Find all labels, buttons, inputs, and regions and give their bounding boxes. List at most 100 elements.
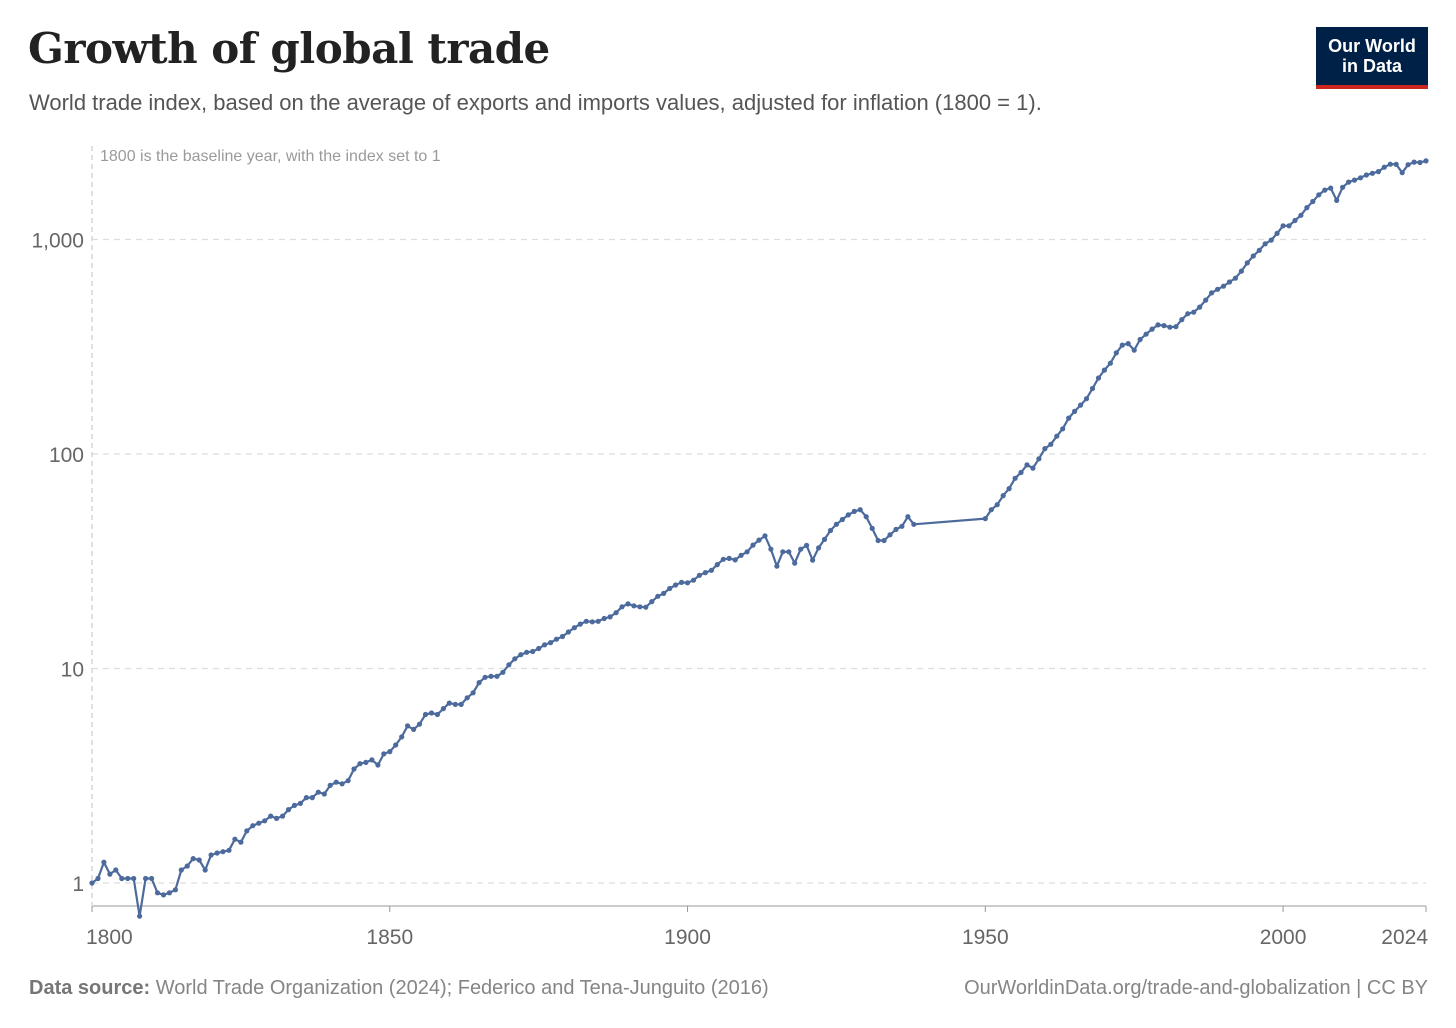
- data-point[interactable]: [982, 516, 988, 522]
- data-point[interactable]: [172, 887, 178, 893]
- data-point[interactable]: [506, 662, 512, 668]
- data-point[interactable]: [524, 649, 530, 655]
- data-point[interactable]: [1179, 317, 1185, 323]
- data-point[interactable]: [226, 847, 232, 853]
- data-point[interactable]: [202, 867, 208, 873]
- data-point[interactable]: [1060, 426, 1066, 432]
- data-point[interactable]: [1387, 161, 1393, 167]
- data-point[interactable]: [1417, 159, 1423, 166]
- data-point[interactable]: [1042, 446, 1048, 452]
- data-point[interactable]: [1316, 192, 1322, 198]
- data-point[interactable]: [363, 759, 369, 766]
- data-point[interactable]: [89, 880, 95, 886]
- data-point[interactable]: [1351, 177, 1358, 183]
- url-license-link[interactable]: OurWorldinData.org/trade-and-globalizati…: [964, 977, 1428, 999]
- data-point[interactable]: [1161, 323, 1167, 329]
- data-point[interactable]: [631, 603, 637, 609]
- data-point[interactable]: [1357, 175, 1364, 181]
- data-point[interactable]: [1095, 375, 1102, 381]
- data-point[interactable]: [101, 859, 107, 865]
- data-point[interactable]: [256, 820, 262, 826]
- data-point[interactable]: [869, 525, 875, 532]
- data-point[interactable]: [607, 614, 613, 620]
- data-point[interactable]: [440, 706, 446, 712]
- data-point[interactable]: [565, 629, 572, 635]
- data-point[interactable]: [315, 789, 321, 795]
- data-point[interactable]: [1393, 161, 1399, 167]
- data-point[interactable]: [1226, 279, 1233, 285]
- data-point[interactable]: [1286, 223, 1292, 229]
- owid-logo[interactable]: Our World in Data: [1316, 27, 1428, 89]
- data-point[interactable]: [732, 557, 738, 563]
- data-point[interactable]: [1250, 253, 1256, 259]
- data-point[interactable]: [589, 619, 595, 625]
- data-point[interactable]: [988, 507, 994, 513]
- data-point[interactable]: [1143, 331, 1149, 337]
- data-point[interactable]: [750, 542, 756, 548]
- data-point[interactable]: [297, 800, 303, 807]
- data-point[interactable]: [1298, 212, 1304, 218]
- data-point[interactable]: [160, 892, 167, 898]
- data-point[interactable]: [470, 690, 476, 696]
- data-point[interactable]: [1375, 169, 1381, 175]
- data-point[interactable]: [577, 621, 583, 627]
- data-point[interactable]: [220, 849, 226, 855]
- data-point[interactable]: [291, 802, 298, 809]
- data-point[interactable]: [601, 615, 607, 622]
- data-point[interactable]: [476, 680, 482, 686]
- data-point[interactable]: [238, 839, 244, 845]
- data-point[interactable]: [542, 642, 548, 648]
- data-point[interactable]: [381, 751, 387, 757]
- data-point[interactable]: [643, 604, 649, 610]
- data-point[interactable]: [1215, 286, 1221, 292]
- data-point[interactable]: [1244, 260, 1250, 266]
- data-point[interactable]: [1054, 433, 1060, 439]
- data-point[interactable]: [994, 502, 1000, 508]
- data-point[interactable]: [303, 795, 309, 801]
- data-point[interactable]: [792, 560, 798, 566]
- data-point[interactable]: [536, 645, 542, 652]
- data-point[interactable]: [1268, 237, 1274, 243]
- data-point[interactable]: [411, 726, 417, 733]
- data-point[interactable]: [1107, 360, 1113, 366]
- data-point[interactable]: [1209, 290, 1215, 296]
- series-world-trade-index[interactable]: [89, 158, 1429, 919]
- data-point[interactable]: [393, 742, 399, 748]
- data-point[interactable]: [446, 700, 452, 706]
- data-point[interactable]: [839, 516, 846, 523]
- data-point[interactable]: [726, 555, 732, 562]
- data-point[interactable]: [1232, 275, 1238, 281]
- data-point[interactable]: [488, 673, 494, 679]
- data-point[interactable]: [357, 761, 363, 767]
- data-point[interactable]: [321, 791, 327, 797]
- data-point[interactable]: [1304, 205, 1310, 211]
- data-point[interactable]: [399, 734, 405, 740]
- data-point[interactable]: [285, 807, 292, 813]
- data-point[interactable]: [184, 863, 190, 869]
- data-point[interactable]: [416, 721, 423, 727]
- data-point[interactable]: [857, 507, 863, 513]
- data-point[interactable]: [131, 875, 137, 882]
- data-point[interactable]: [613, 610, 619, 616]
- data-point[interactable]: [548, 640, 554, 646]
- data-point[interactable]: [1334, 197, 1340, 203]
- data-point[interactable]: [149, 875, 155, 882]
- data-point[interactable]: [1149, 326, 1155, 332]
- data-point[interactable]: [190, 856, 196, 862]
- data-point[interactable]: [571, 625, 578, 631]
- data-point[interactable]: [595, 618, 601, 624]
- data-point[interactable]: [887, 532, 893, 538]
- data-point[interactable]: [1346, 179, 1352, 185]
- data-point[interactable]: [762, 533, 768, 539]
- data-point[interactable]: [881, 537, 887, 544]
- data-point[interactable]: [1101, 367, 1107, 373]
- data-point[interactable]: [1012, 475, 1018, 481]
- data-point[interactable]: [690, 577, 697, 583]
- data-point[interactable]: [863, 514, 869, 520]
- data-point[interactable]: [268, 813, 274, 819]
- data-point[interactable]: [1030, 465, 1036, 471]
- data-point[interactable]: [667, 585, 673, 592]
- data-point[interactable]: [530, 648, 536, 655]
- data-point[interactable]: [1340, 184, 1346, 190]
